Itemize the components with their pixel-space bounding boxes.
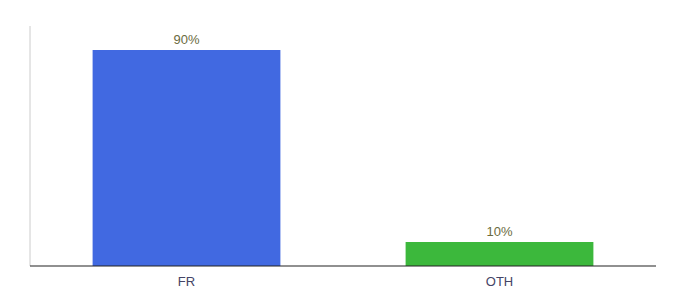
data-label: 90% [173,32,199,47]
chart-svg: 90% 10% FR OTH [0,0,680,300]
data-label: 10% [486,224,512,239]
chart-container: 90% 10% FR OTH [0,0,680,300]
x-axis-line [30,265,656,266]
page: {"chart_data": {"type": "bar", "categori… [0,0,680,300]
x-tick-label: FR [178,274,195,289]
bar [93,50,281,266]
bars [93,50,594,266]
bar [406,242,594,266]
x-tick-label: OTH [486,274,513,289]
x-ticks: FR OTH [178,274,513,289]
y-range-line [30,26,31,266]
data-labels: 90% 10% [173,32,512,239]
